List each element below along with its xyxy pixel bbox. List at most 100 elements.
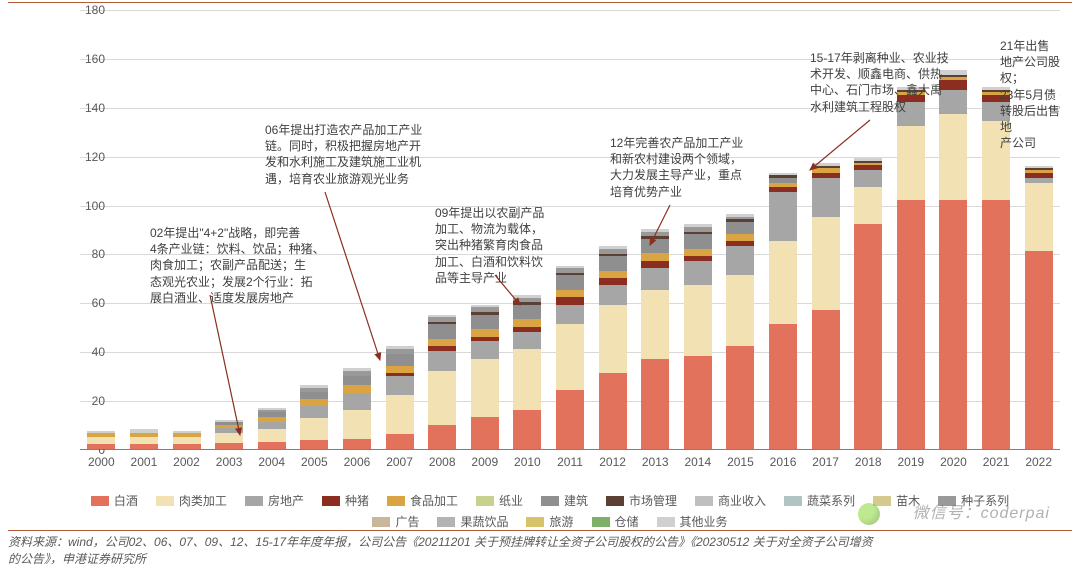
legend-label: 种猪 (345, 492, 369, 509)
legend-swatch (91, 496, 109, 506)
y-tick-label: 40 (75, 345, 105, 359)
seg-baijiu (428, 425, 456, 449)
bar-2013 (641, 229, 669, 449)
legend-item-meat: 肉类加工 (156, 492, 227, 509)
bar-2005 (300, 385, 328, 449)
seg-baijiu (641, 359, 669, 449)
legend-swatch (592, 517, 610, 527)
annotation-a15: 15-17年剥离种业、农业技 术开发、顺鑫电商、供热 中心、石门市场、鑫大禹 水… (810, 50, 949, 115)
seg-food (471, 329, 499, 336)
bar-2014 (684, 224, 712, 449)
seg-meat (258, 429, 286, 441)
seg-baijiu (513, 410, 541, 449)
seg-meat (471, 359, 499, 418)
bar-2018 (854, 158, 882, 449)
legend-swatch (387, 496, 405, 506)
legend-swatch (322, 496, 340, 506)
seg-realestate (258, 422, 286, 429)
seg-baijiu (258, 442, 286, 449)
seg-meat (854, 187, 882, 224)
seg-realestate (343, 393, 371, 410)
y-tick-label: 80 (75, 247, 105, 261)
x-tick-label: 2004 (252, 455, 292, 469)
seg-food (428, 339, 456, 346)
legend-swatch (873, 496, 891, 506)
legend-item-other: 其他业务 (657, 513, 728, 530)
seg-realestate (556, 305, 584, 325)
legend-label: 商业收入 (718, 492, 766, 509)
seg-baijiu (982, 200, 1010, 449)
x-tick-label: 2001 (124, 455, 164, 469)
seg-realestate (300, 406, 328, 418)
seg-meat (513, 349, 541, 410)
legend: 白酒肉类加工房地产种猪食品加工纸业建筑市场管理商业收入蔬菜系列苗木种子系列广告果… (60, 492, 1040, 530)
x-tick-label: 2015 (720, 455, 760, 469)
seg-baijiu (343, 439, 371, 449)
legend-label: 房地产 (268, 492, 304, 509)
seg-baijiu (684, 356, 712, 449)
x-tick-label: 2022 (1019, 455, 1059, 469)
seg-construction (471, 315, 499, 330)
seg-baijiu (726, 346, 754, 449)
legend-label: 建筑 (564, 492, 588, 509)
y-tick-label: 140 (75, 101, 105, 115)
legend-item-baijiu: 白酒 (91, 492, 138, 509)
legend-swatch (606, 496, 624, 506)
arrow-a06 (325, 192, 380, 360)
x-tick-label: 2009 (465, 455, 505, 469)
bar-2004 (258, 408, 286, 450)
bar-2001 (130, 429, 158, 449)
seg-meat (87, 437, 115, 444)
seg-realestate (513, 332, 541, 349)
bar-2012 (599, 246, 627, 449)
watermark-text: 微信号：coderpai (913, 499, 1050, 523)
bar-2006 (343, 368, 371, 449)
legend-swatch (526, 517, 544, 527)
seg-meat (343, 410, 371, 439)
legend-label: 旅游 (549, 513, 573, 530)
source-citation: 资料来源：wind，公司02、06、07、09、12、15-17年年度年报，公司… (8, 534, 1068, 568)
x-tick-label: 2016 (763, 455, 803, 469)
bar-2016 (769, 173, 797, 449)
legend-label: 果蔬饮品 (460, 513, 508, 530)
x-tick-label: 2020 (933, 455, 973, 469)
seg-realestate (641, 268, 669, 290)
legend-label: 其他业务 (680, 513, 728, 530)
y-tick-label: 160 (75, 52, 105, 66)
seg-baijiu (854, 224, 882, 449)
legend-item-market: 市场管理 (606, 492, 677, 509)
bar-2011 (556, 266, 584, 449)
seg-baijiu (556, 390, 584, 449)
legend-item-storage: 仓储 (592, 513, 639, 530)
legend-item-commerce: 商业收入 (695, 492, 766, 509)
legend-item-tourism: 旅游 (526, 513, 573, 530)
seg-baijiu (386, 434, 414, 449)
legend-item-food: 食品加工 (387, 492, 458, 509)
legend-swatch (695, 496, 713, 506)
seg-realestate (599, 285, 627, 305)
legend-item-juice: 果蔬饮品 (437, 513, 508, 530)
seg-construction (641, 239, 669, 254)
seg-meat (812, 217, 840, 310)
seg-construction (300, 392, 328, 399)
legend-item-paper: 纸业 (476, 492, 523, 509)
seg-construction (428, 324, 456, 339)
seg-baijiu (215, 443, 243, 449)
seg-realestate (428, 351, 456, 371)
bar-2003 (215, 420, 243, 449)
seg-meat (556, 324, 584, 390)
seg-baijiu (897, 200, 925, 449)
bottom-rule (8, 530, 1072, 531)
source-line1: 资料来源：wind，公司02、06、07、09、12、15-17年年度年报，公司… (8, 535, 873, 549)
x-tick-label: 2017 (806, 455, 846, 469)
legend-item-ads: 广告 (372, 513, 419, 530)
legend-label: 市场管理 (629, 492, 677, 509)
seg-construction (684, 234, 712, 249)
seg-food (300, 399, 328, 406)
seg-meat (1025, 183, 1053, 251)
seg-construction (599, 256, 627, 271)
seg-baijiu (1025, 251, 1053, 449)
arrow-a02 (210, 295, 240, 435)
seg-meat (130, 437, 158, 444)
seg-construction (726, 222, 754, 234)
